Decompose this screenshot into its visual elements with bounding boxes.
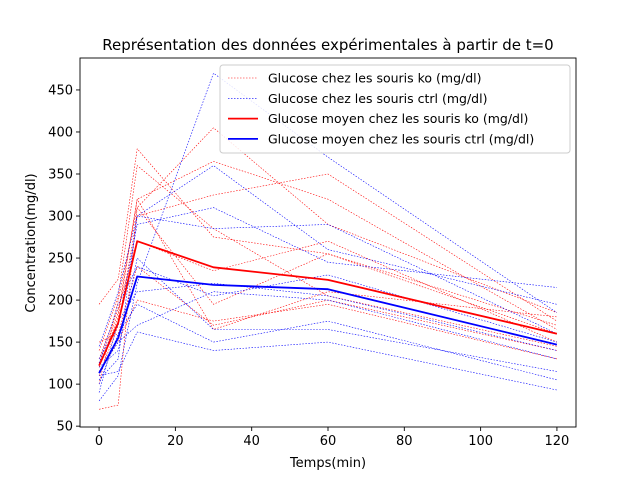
legend-label: Glucose chez les souris ko (mg/dl) bbox=[268, 71, 482, 86]
y-tick-label: 250 bbox=[48, 252, 73, 267]
series-line-ko-8 bbox=[98, 299, 557, 372]
series-line-mean-ctrl bbox=[98, 275, 558, 374]
chart-title: Représentation des données expérimentale… bbox=[102, 36, 553, 54]
y-tick-label: 50 bbox=[56, 420, 73, 435]
series-line-ko-3 bbox=[99, 127, 558, 410]
y-tick-label: 150 bbox=[48, 336, 73, 351]
series-line-ko-0 bbox=[98, 148, 557, 334]
series-line-ko-5 bbox=[98, 266, 557, 351]
series-line-ctrl-10 bbox=[98, 72, 558, 402]
legend-label: Glucose moyen chez les souris ctrl (mg/d… bbox=[268, 131, 534, 146]
y-tick-label: 300 bbox=[48, 210, 73, 225]
series-line-ctrl-16 bbox=[98, 282, 557, 393]
x-axis-title: Temps(min) bbox=[289, 456, 366, 471]
legend-box bbox=[219, 64, 571, 154]
y-tick-label: 200 bbox=[48, 294, 73, 309]
y-tick-label: 450 bbox=[48, 83, 73, 98]
series-line-ctrl-18 bbox=[98, 215, 558, 381]
series-line-ko-9 bbox=[98, 198, 557, 364]
x-tick-label: 20 bbox=[167, 434, 184, 449]
series-line-ko-2 bbox=[98, 173, 558, 376]
series-line-ctrl-12 bbox=[98, 165, 557, 347]
series-line-ctrl-19 bbox=[98, 291, 557, 372]
plot-area bbox=[98, 72, 558, 410]
series-line-ctrl-13 bbox=[99, 331, 557, 391]
x-tick-label: 120 bbox=[545, 434, 570, 449]
series-line-ko-7 bbox=[98, 165, 557, 351]
series-line-ctrl-15 bbox=[98, 257, 557, 372]
series-group bbox=[98, 72, 558, 410]
y-tick-label: 350 bbox=[48, 167, 73, 182]
series-line-ko-6 bbox=[98, 207, 557, 385]
legend-label: Glucose moyen chez les souris ko (mg/dl) bbox=[268, 111, 528, 126]
x-tick-label: 80 bbox=[396, 434, 413, 449]
y-tick-label: 100 bbox=[48, 378, 73, 393]
x-tick-label: 60 bbox=[320, 434, 337, 449]
legend: Glucose chez les souris ko (mg/dl) Glucos… bbox=[219, 64, 571, 154]
legend-label: Glucose chez les souris ctrl (mg/dl) bbox=[268, 91, 487, 106]
x-tick-label: 0 bbox=[95, 434, 103, 449]
x-tick-label: 100 bbox=[468, 434, 493, 449]
axes: 0 20 40 60 80 100 120 50 100 150 200 250 300 350 400 45… bbox=[48, 57, 577, 449]
x-tick-label: 40 bbox=[243, 434, 260, 449]
series-line-mean-ko bbox=[98, 240, 558, 366]
y-tick-label: 400 bbox=[48, 125, 73, 140]
series-line-ctrl-11 bbox=[98, 207, 557, 360]
y-axis-title: Concentration(mg/dl) bbox=[24, 173, 39, 312]
